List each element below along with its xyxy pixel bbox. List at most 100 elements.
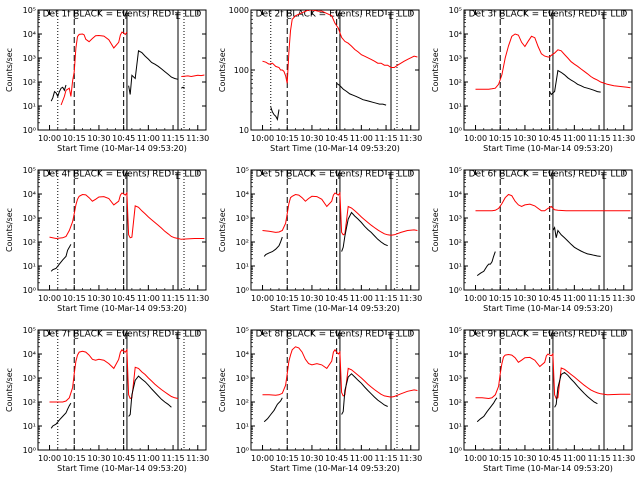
y-tick-label: 10⁵ [23, 166, 36, 175]
lld-series-line [49, 191, 205, 240]
x-axis-label: Start Time (10-Mar-14 09:53:20) [270, 304, 400, 313]
x-tick-label: 11:15 [588, 294, 611, 303]
x-tick-label: 10:30 [513, 454, 536, 463]
y-tick-label: 10⁴ [449, 350, 462, 359]
y-tick-label: 10⁵ [449, 326, 462, 335]
y-tick-label: 10³ [23, 374, 36, 383]
panel-2: Det 2f BLACK = Events, RED = LLD 10 100 100… [218, 6, 422, 153]
x-axis-label: Start Time (10-Mar-14 09:53:20) [483, 304, 613, 313]
x-tick-label: 11:00 [563, 294, 586, 303]
marker-label: L [176, 332, 181, 341]
marker-label: F [125, 332, 130, 341]
panel-title: Det 6f BLACK = Events, RED = LLD [469, 170, 628, 180]
marker-label: L [389, 332, 394, 341]
y-tick-label: 10³ [23, 54, 36, 63]
y-tick-label: 10³ [449, 374, 462, 383]
marker-label: F [338, 332, 343, 341]
plot-frame [37, 169, 207, 291]
x-tick-label: 10:45 [325, 134, 348, 143]
marker-label: L [602, 172, 607, 181]
y-tick-label: 10² [23, 238, 36, 247]
panel-title: Det 1f BLACK = Events, RED = LLD [43, 10, 202, 20]
events-series-line [476, 397, 498, 423]
events-series-line [50, 402, 72, 429]
y-tick-label: 10⁵ [23, 326, 36, 335]
y-axis-label: Counts/sec [431, 48, 440, 92]
y-tick-label: 10² [449, 238, 462, 247]
y-tick-label: 10⁴ [449, 190, 462, 199]
x-tick-label: 10:00 [251, 134, 274, 143]
x-tick-label: 11:30 [399, 294, 422, 303]
x-tick-label: 11:15 [162, 134, 185, 143]
plot-frame [37, 9, 207, 131]
x-tick-label: 10:00 [38, 294, 61, 303]
x-tick-label: 10:45 [538, 294, 561, 303]
events-series-line [181, 86, 185, 89]
y-tick-label: 10⁴ [236, 350, 249, 359]
x-tick-label: 10:15 [276, 454, 299, 463]
x-tick-label: 10:15 [63, 294, 86, 303]
plot-frame [463, 169, 633, 291]
y-tick-label: 10² [23, 78, 36, 87]
x-tick-label: 11:15 [588, 454, 611, 463]
events-series-line [341, 373, 388, 415]
y-tick-label: 10⁰ [23, 126, 36, 135]
x-tick-label: 10:15 [276, 134, 299, 143]
x-tick-label: 11:15 [375, 294, 398, 303]
x-tick-label: 11:15 [588, 134, 611, 143]
x-tick-label: 11:00 [350, 134, 373, 143]
marker-label: F [338, 12, 343, 21]
y-tick-label: 10⁴ [236, 190, 249, 199]
x-tick-label: 11:30 [186, 294, 209, 303]
panel-3: Det 3f BLACK = Events, RED = LLD 10⁰ 10¹ 10… [431, 6, 635, 153]
y-axis-label: Counts/sec [218, 368, 227, 412]
x-tick-label: 10:45 [538, 134, 561, 143]
y-axis-label: Counts/sec [218, 48, 227, 92]
x-tick-label: 11:15 [375, 454, 398, 463]
lld-series-line [475, 193, 631, 212]
y-axis-label: Counts/sec [5, 368, 14, 412]
plot-frame [250, 169, 420, 291]
y-tick-label: 10² [449, 398, 462, 407]
x-tick-label: 10:45 [112, 134, 135, 143]
x-tick-label: 10:30 [300, 294, 323, 303]
x-tick-label: 10:30 [87, 134, 110, 143]
y-tick-label: 10⁰ [236, 446, 249, 455]
x-tick-label: 11:00 [137, 294, 160, 303]
x-tick-label: 10:45 [325, 294, 348, 303]
y-tick-label: 10² [23, 398, 36, 407]
x-tick-label: 11:30 [186, 454, 209, 463]
plot-frame [463, 329, 633, 451]
y-tick-label: 10⁴ [23, 30, 36, 39]
x-tick-label: 10:15 [489, 134, 512, 143]
y-tick-label: 10⁵ [236, 166, 249, 175]
x-tick-label: 10:00 [464, 134, 487, 143]
y-tick-label: 100 [234, 66, 249, 75]
marker-label: C [499, 332, 505, 341]
events-series-line [341, 211, 388, 252]
panel-8: Det 8f BLACK = Events, RED = LLD 10⁰ 10¹ 10… [218, 326, 422, 473]
events-series-line [554, 371, 598, 408]
x-tick-label: 11:30 [612, 454, 635, 463]
x-tick-label: 10:30 [300, 454, 323, 463]
y-tick-label: 10⁰ [449, 126, 462, 135]
x-tick-label: 11:15 [162, 294, 185, 303]
events-series-line [50, 244, 72, 272]
lld-series-line [262, 346, 418, 398]
panel-title: Det 3f BLACK = Events, RED = LLD [469, 10, 628, 20]
events-series-line [50, 84, 67, 102]
x-tick-label: 11:30 [399, 134, 422, 143]
y-tick-label: 10² [236, 238, 249, 247]
y-tick-label: 10¹ [449, 262, 462, 271]
y-tick-label: 10³ [23, 214, 36, 223]
y-tick-label: 10⁴ [449, 30, 462, 39]
x-tick-label: 11:00 [137, 454, 160, 463]
panel-4: Det 4f BLACK = Events, RED = LLD 10⁰ 10¹ 10… [5, 166, 209, 313]
y-axis-label: Counts/sec [5, 48, 14, 92]
marker-label: F [551, 12, 556, 21]
events-series-line [552, 226, 601, 257]
panel-6: Det 6f BLACK = Events, RED = LLD 10⁰ 10¹ 10… [431, 166, 635, 313]
panel-title: Det 4f BLACK = Events, RED = LLD [43, 170, 202, 180]
y-axis-label: Counts/sec [218, 208, 227, 252]
lld-series-line [475, 352, 631, 400]
